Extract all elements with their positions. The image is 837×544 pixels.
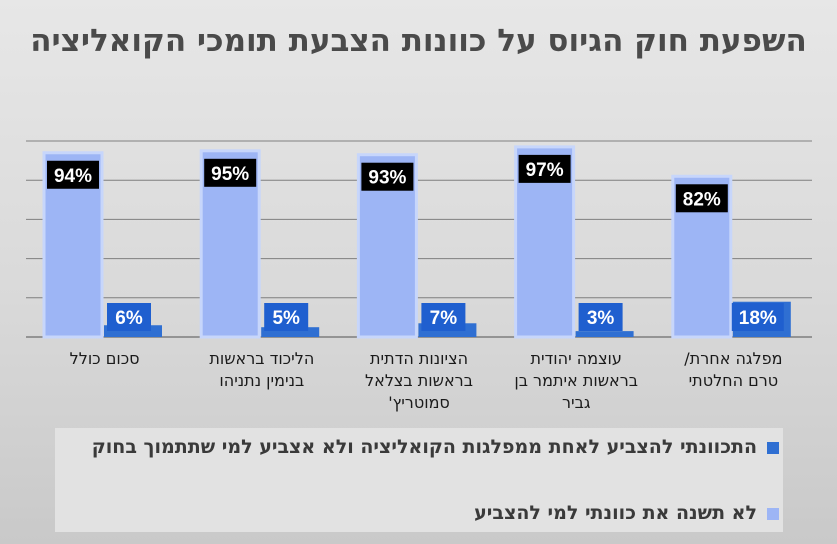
legend-label-not-change: לא תשנה את כוונתי למי להצביע [474, 502, 757, 524]
data-label-change-vote-box [107, 303, 151, 331]
category-label: מפלגה אחרת/ טרם החלטתי [684, 349, 783, 390]
data-label-change-vote: 3% [587, 308, 615, 329]
category-label: עוצמה יהודית בראשות איתמר בן גביר [514, 349, 639, 412]
category-label: הציונות הדתית בראשות בצלאל סמוטריץ' [365, 349, 473, 412]
legend: התכוונתי להצביע לאחת ממפלגות הקואליציה ו… [55, 428, 783, 532]
category-label: סכום כולל [69, 349, 140, 368]
bar-change-vote [104, 325, 162, 337]
data-label-change-vote: 7% [430, 308, 458, 329]
data-label-change-vote: 6% [115, 308, 143, 329]
data-label-not-change: 93% [368, 168, 406, 189]
data-label-change-vote-box [731, 303, 784, 331]
data-label-change-vote: 18% [739, 308, 777, 329]
category-label: הליכוד בראשות בנימין נתניהו [209, 349, 315, 390]
data-label-not-change-box [204, 158, 257, 187]
data-label-not-change-box [675, 184, 728, 213]
legend-item-not-change: לא תשנה את כוונתי למי להצביע [474, 498, 779, 529]
bar-change-vote [261, 327, 320, 337]
bar-change-vote [575, 331, 634, 337]
data-label-change-vote: 5% [272, 308, 300, 329]
legend-swatch-change-vote [767, 442, 779, 454]
chart-title: השפעת חוק הגיוס על כוונות הצבעת תומכי הק… [30, 23, 807, 59]
data-label-change-vote-box [578, 303, 623, 331]
data-label-not-change-box [47, 160, 99, 189]
legend-item-change-vote: התכוונתי להצביע לאחת ממפלגות הקואליציה ו… [59, 432, 779, 463]
data-label-not-change-box [361, 162, 414, 191]
data-label-not-change: 82% [683, 189, 721, 210]
legend-label-change-vote: התכוונתי להצביע לאחת ממפלגות הקואליציה ו… [91, 436, 757, 458]
data-label-not-change: 94% [54, 166, 92, 187]
legend-swatch-not-change [767, 508, 779, 520]
data-label-change-vote-box [421, 303, 466, 331]
data-label-not-change: 97% [526, 160, 564, 181]
data-label-not-change-box [518, 154, 571, 183]
data-label-not-change: 95% [211, 164, 249, 185]
data-label-change-vote-box [264, 303, 309, 331]
